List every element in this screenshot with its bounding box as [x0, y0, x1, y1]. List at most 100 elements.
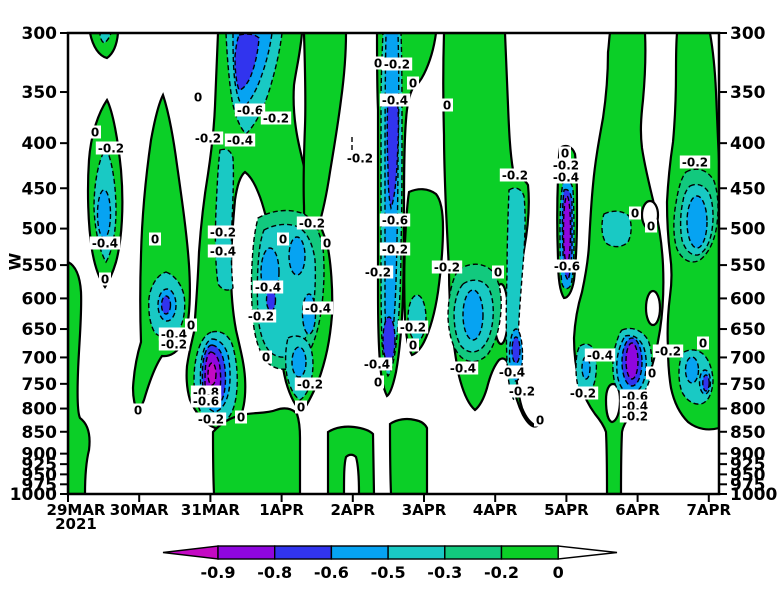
x-tick-label: 2APR [331, 501, 376, 519]
contour-region [388, 417, 429, 494]
contour-label: -0.2 [365, 266, 391, 280]
contour-label: 0 [561, 147, 569, 161]
colorbar-left-arrow [162, 545, 219, 560]
contour-label: 0 [262, 351, 270, 365]
contour-label: -0.4 [553, 171, 579, 185]
y-tick-label: 900 [22, 445, 58, 465]
y-axis-title: W [5, 252, 25, 271]
contour-label: -0.2 [400, 321, 426, 335]
colorbar: -0.9 -0.8 -0.6 -0.5 -0.3 -0.2 0 [162, 545, 618, 582]
contour-region [511, 336, 521, 364]
contour-label: -0.2 [622, 410, 648, 424]
contour-label: 0 [279, 233, 287, 247]
x-tick-label: 3APR [402, 501, 447, 519]
contour-label: -0.2 [655, 345, 681, 359]
y-tick-label: 650 [730, 320, 766, 340]
y-tick-label: 550 [730, 256, 766, 276]
y-tick-label: 500 [22, 220, 58, 240]
colorbar-right-arrow [557, 545, 618, 560]
colorbar-label: -0.9 [201, 563, 236, 582]
contour-region [131, 92, 192, 416]
contour-label: 0 [647, 220, 655, 234]
contour-region [684, 356, 700, 384]
contour-label: -0.4 [305, 302, 331, 316]
contour-label: -0.6 [554, 260, 580, 274]
contour-label: -0.2 [195, 132, 221, 146]
contour-region [562, 195, 572, 265]
contour-label: 0 [648, 367, 656, 381]
contour-label: -0.2 [248, 310, 274, 324]
y-tick-label: 300 [22, 24, 58, 44]
contour-label: -0.4 [364, 358, 390, 372]
y-tick-label: 800 [22, 400, 58, 420]
contour-label: -0.2 [384, 58, 410, 72]
x-tick-label: 30MAR [110, 501, 169, 519]
y-tick-label: 500 [730, 220, 766, 240]
y-tick-label: 800 [730, 400, 766, 420]
y-tick-label: 450 [730, 179, 766, 199]
contour-label: -0.2 [299, 217, 325, 231]
contour-region [382, 316, 396, 364]
contour-labels: 0-0.2-0.400-0.4-0.200-0.2 -0.4-0.6-0.2-0.… [89, 56, 711, 428]
contour-label: 0 [151, 233, 159, 247]
y-tick-label: 350 [730, 83, 766, 103]
contour-region [88, 33, 120, 60]
y-tick-label: 750 [22, 375, 58, 395]
contour-label: -0.6 [193, 395, 219, 409]
contour-label: 0 [699, 337, 707, 351]
contour-label: -0.2 [434, 261, 460, 275]
contour-label: -0.4 [210, 245, 236, 259]
y-tick-label: 1000 [730, 485, 777, 505]
contour-label: -0.4 [587, 349, 613, 363]
contour-region [288, 236, 306, 276]
x-tick-label: 1APR [259, 501, 304, 519]
colorbar-segment [387, 545, 446, 560]
contour-label: 0 [91, 126, 99, 140]
y-tick-label: 950 [22, 465, 58, 485]
contour-label: 0 [187, 319, 195, 333]
x-tick-label: 7APR [687, 501, 732, 519]
y-tick-label: 550 [22, 256, 58, 276]
contour-label: 0 [494, 266, 502, 280]
contour-label: -0.2 [347, 152, 373, 166]
contour-label: -0.2 [263, 112, 289, 126]
x-tick-label: 5APR [544, 501, 589, 519]
contour-label: -0.4 [92, 237, 118, 251]
colorbar-label: -0.3 [427, 563, 462, 582]
contour-region [291, 346, 307, 378]
contour-region [644, 289, 662, 327]
y-tick-label: 900 [730, 445, 766, 465]
contour-label: -0.2 [98, 142, 124, 156]
contour-label: 0 [374, 376, 382, 390]
contour-label: -0.2 [509, 385, 535, 399]
y-tick-label: 975 [730, 475, 766, 495]
contour-label: 0 [374, 57, 382, 71]
y-tick-label: 450 [22, 179, 58, 199]
contour-label: -0.6 [382, 214, 408, 228]
contour-label: -0.2 [553, 159, 579, 173]
contour-label: -0.2 [210, 226, 236, 240]
colorbar-segment [217, 545, 276, 560]
contour-label: 0 [536, 414, 544, 428]
contour-label: 0 [297, 401, 305, 415]
x-tick-label: 4APR [473, 501, 518, 519]
contour-label: 0 [101, 273, 109, 287]
y-tick-label: 400 [22, 134, 58, 154]
y-tick-label: 600 [22, 289, 58, 309]
colorbar-label: -0.6 [314, 563, 349, 582]
plot-frame [66, 31, 721, 496]
contour-label: 0 [194, 91, 202, 105]
y-tick-label: 700 [730, 348, 766, 368]
contour-region [99, 33, 112, 44]
contour-region [207, 362, 217, 386]
colorbar-label: -0.2 [484, 563, 519, 582]
y-tick-label: 350 [22, 83, 58, 103]
contour-label: -0.2 [682, 156, 708, 170]
y-tick-label: 850 [22, 423, 58, 443]
contour-label: -0.2 [502, 169, 528, 183]
contour-region [702, 374, 710, 392]
contour-label: -0.2 [382, 243, 408, 257]
x-tick-label: 31MAR [181, 501, 240, 519]
